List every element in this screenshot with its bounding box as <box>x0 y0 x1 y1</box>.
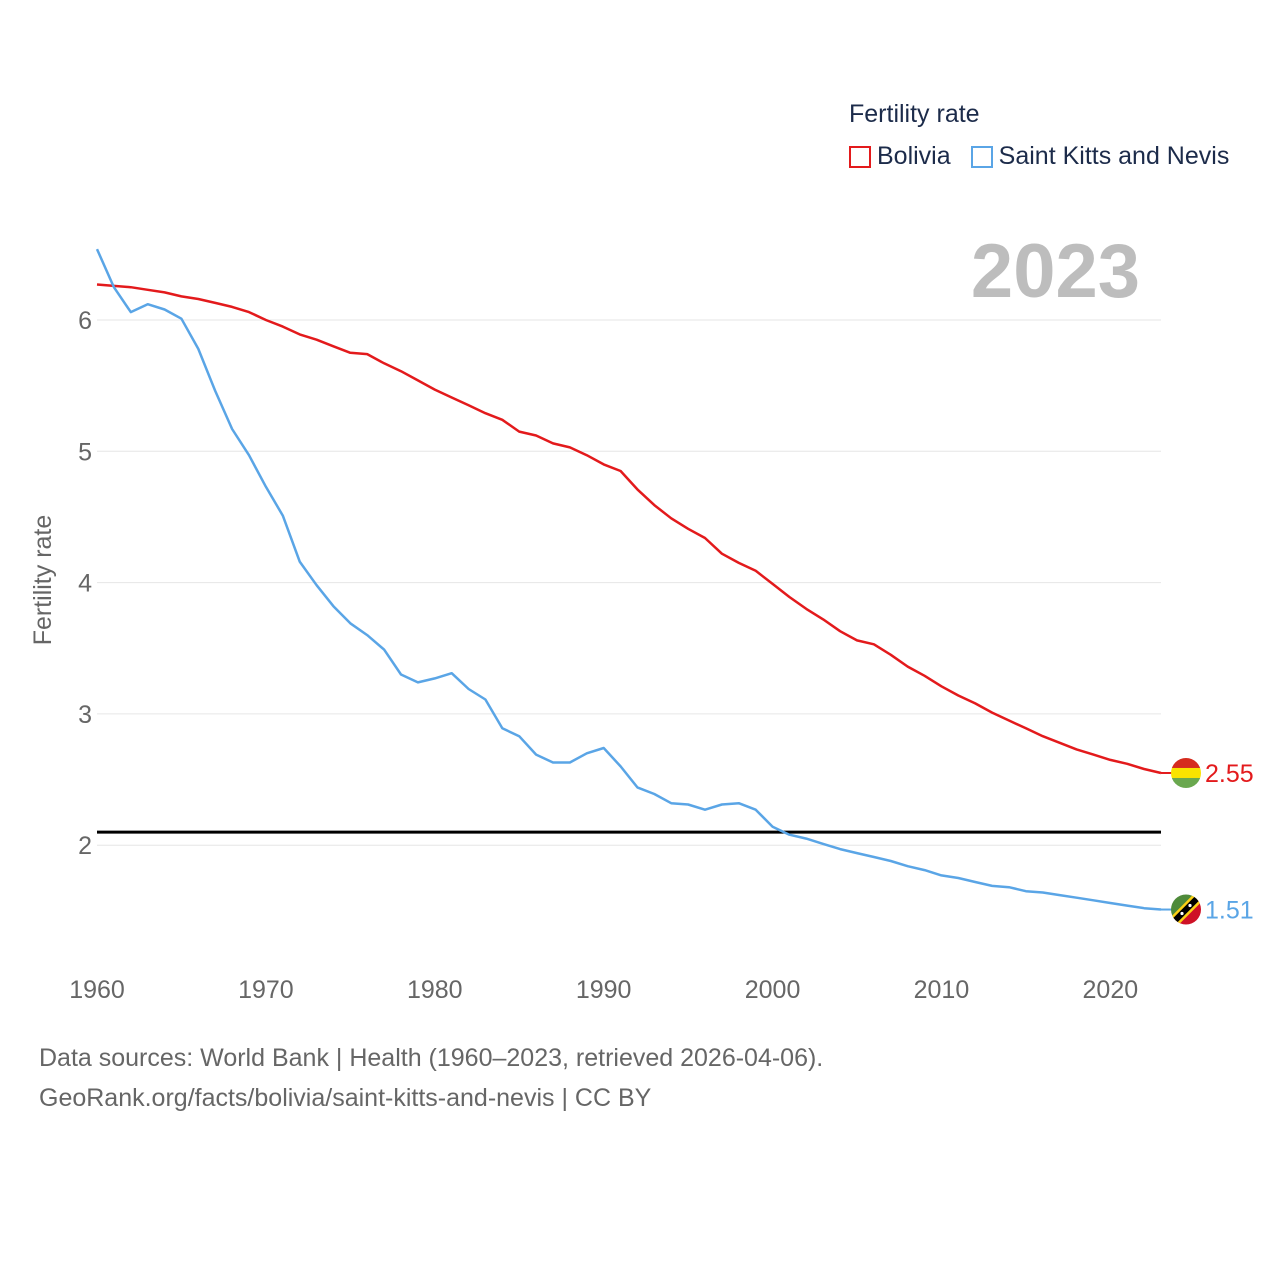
bolivia-flag-icon <box>1171 757 1201 788</box>
series-line-bolivia[interactable] <box>96 283 1162 775</box>
x-tick-label-2000: 2000 <box>745 976 801 1004</box>
legend-swatch-saint-kitts <box>970 145 993 168</box>
axis-labels: 2 3 4 5 6 1960 1970 1980 1990 2000 2010 2020 <box>69 307 1138 1004</box>
x-tick-label-2010: 2010 <box>914 976 970 1004</box>
saint-kitts-flag-icon <box>1171 894 1201 925</box>
y-tick-label-2: 2 <box>78 832 92 860</box>
series-layer <box>95 248 1162 911</box>
x-tick-label-1990: 1990 <box>576 976 632 1004</box>
legend-label-bolivia: Bolivia <box>877 142 951 170</box>
y-tick-label-5: 5 <box>78 438 92 466</box>
x-tick-label-1960: 1960 <box>69 976 125 1004</box>
y-tick-label-3: 3 <box>78 701 92 729</box>
y-axis-title: Fertility rate <box>29 515 57 646</box>
legend: Bolivia Saint Kitts and Nevis <box>849 142 1249 171</box>
end-value-label-saint-kitts-and-nevis: 1.51 <box>1205 897 1254 925</box>
series-line-saint-kitts-and-nevis[interactable] <box>95 248 1162 911</box>
footer-sources: Data sources: World Bank | Health (1960–… <box>39 1044 824 1072</box>
legend-swatch-bolivia <box>849 145 871 168</box>
end-markers: 2.55 1.51 <box>1161 757 1254 925</box>
legend-title: Fertility rate <box>849 100 980 128</box>
end-value-label-bolivia: 2.55 <box>1205 760 1254 788</box>
legend-item-saint-kitts-and-nevis[interactable]: Saint Kitts and Nevis <box>970 142 1230 171</box>
x-tick-label-1970: 1970 <box>238 976 294 1004</box>
legend-label-saint-kitts: Saint Kitts and Nevis <box>998 142 1230 170</box>
footer-link[interactable]: GeoRank.org/facts/bolivia/saint-kitts-an… <box>39 1084 652 1112</box>
year-label: 2023 <box>970 229 1140 314</box>
y-tick-label-6: 6 <box>78 307 92 335</box>
x-tick-label-2020: 2020 <box>1083 976 1139 1004</box>
legend-item-bolivia[interactable]: Bolivia <box>849 142 951 171</box>
grid-lines <box>97 319 1161 846</box>
y-tick-label-4: 4 <box>78 570 92 598</box>
x-tick-label-1980: 1980 <box>407 976 463 1004</box>
